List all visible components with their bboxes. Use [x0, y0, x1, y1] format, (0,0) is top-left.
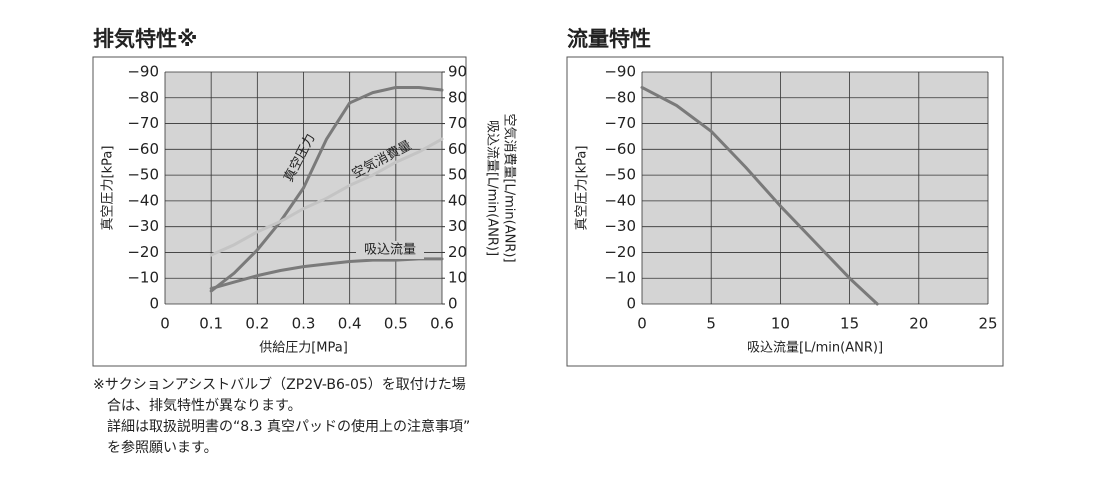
y-tick-label: −80 [604, 88, 636, 106]
x-axis-label: 吸込流量[L/min(ANR)] [747, 341, 883, 356]
y-tick-label: −20 [127, 243, 159, 261]
y-axis-label: 真空圧力[kPa] [101, 146, 116, 231]
y-tick-label: −60 [604, 140, 636, 158]
y-tick-label: −80 [127, 88, 159, 106]
y-tick-label: 0 [626, 295, 636, 313]
y2-axis-label: 空気消費量[L/min(ANR)] [502, 113, 518, 262]
x-axis-label: 供給圧力[MPa] [259, 341, 348, 356]
data-line [209, 85, 444, 293]
y-tick-label: −10 [604, 269, 636, 287]
x-tick-label: 0.6 [430, 315, 454, 333]
y-tick-label: −40 [127, 191, 159, 209]
y2-tick-label: 60 [448, 140, 467, 158]
y2-tick-label: 10 [448, 269, 467, 287]
y-tick-label: −40 [604, 191, 636, 209]
y-tick-label: −60 [127, 140, 159, 158]
y-tick-label: −90 [604, 63, 636, 81]
x-tick-label: 0.2 [245, 315, 269, 333]
y-tick-label: −30 [127, 217, 159, 235]
data-line [209, 257, 444, 291]
x-tick-label: 20 [909, 315, 928, 333]
y2-tick-label: 0 [448, 295, 458, 313]
x-tick-label: 0 [160, 315, 170, 333]
y-tick-label: −30 [604, 217, 636, 235]
y2-tick-label: 80 [448, 88, 467, 106]
y2-tick-label: 20 [448, 243, 467, 261]
y-tick-label: 0 [149, 295, 159, 313]
x-tick-label: 25 [978, 315, 997, 333]
x-tick-label: 10 [771, 315, 790, 333]
chart-frame [92, 56, 467, 367]
footnote: 詳細は取扱説明書の“8.3 真空パッドの使用上の注意事項” [107, 418, 470, 435]
y-tick-label: −20 [604, 243, 636, 261]
x-tick-label: 0.3 [292, 315, 316, 333]
chart-title: 流量特性 [567, 27, 651, 51]
y2-tick-label: 50 [448, 166, 467, 184]
data-line [640, 85, 879, 306]
y-tick-label: −90 [127, 63, 159, 81]
x-tick-label: 5 [706, 315, 716, 333]
x-tick-label: 0.4 [338, 315, 362, 333]
data-line [209, 137, 444, 257]
y-tick-label: −50 [604, 166, 636, 184]
series-label: 吸込流量 [364, 243, 416, 258]
footnote: ※サクションアシストバルブ（ZP2V-B6-05）を取付けた場 [93, 376, 466, 393]
y-tick-label: −10 [127, 269, 159, 287]
x-tick-label: 0 [637, 315, 647, 333]
chart-frame [566, 56, 1004, 367]
y-tick-label: −70 [127, 114, 159, 132]
y2-tick-label: 90 [448, 63, 467, 81]
y2-tick-label: 70 [448, 114, 467, 132]
x-tick-label: 0.1 [199, 315, 223, 333]
footnote: 合は、排気特性が異なります。 [107, 398, 302, 414]
y2-axis-label: 吸込流量[L/min(ANR)] [485, 120, 500, 256]
x-tick-label: 15 [840, 315, 859, 333]
y2-tick-label: 40 [448, 191, 467, 209]
label-bg [356, 241, 424, 259]
y-tick-label: −70 [604, 114, 636, 132]
plot-area [642, 72, 988, 304]
y-axis-label: 真空圧力[kPa] [575, 146, 590, 231]
chart-title: 排気特性※ [93, 27, 197, 51]
y-tick-label: −50 [127, 166, 159, 184]
footnote: を参照願います。 [107, 439, 218, 456]
x-tick-label: 0.5 [384, 315, 408, 333]
y2-tick-label: 30 [448, 217, 467, 235]
